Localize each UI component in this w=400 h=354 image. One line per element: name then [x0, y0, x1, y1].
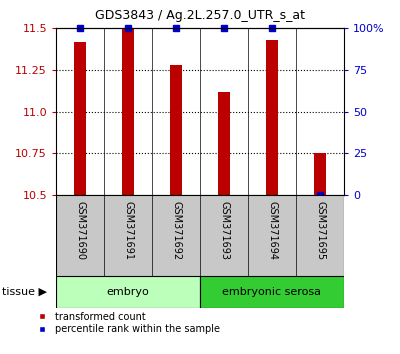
Text: tissue ▶: tissue ▶	[2, 287, 47, 297]
Text: GSM371693: GSM371693	[219, 201, 229, 260]
Text: GSM371691: GSM371691	[123, 201, 133, 260]
Bar	[218, 92, 230, 195]
Text: GDS3843 / Ag.2L.257.0_UTR_s_at: GDS3843 / Ag.2L.257.0_UTR_s_at	[95, 9, 305, 22]
Text: embryonic serosa: embryonic serosa	[222, 287, 322, 297]
Bar	[74, 42, 86, 195]
Bar	[314, 153, 326, 195]
Bar	[122, 28, 134, 195]
Text: GSM371694: GSM371694	[267, 201, 277, 260]
Bar	[200, 276, 344, 308]
Text: GSM371690: GSM371690	[75, 201, 85, 260]
Bar	[56, 276, 200, 308]
Text: GSM371692: GSM371692	[171, 201, 181, 260]
Legend: transformed count, percentile rank within the sample: transformed count, percentile rank withi…	[32, 312, 220, 335]
Text: embryo: embryo	[107, 287, 149, 297]
Text: GSM371695: GSM371695	[315, 201, 325, 260]
Bar	[266, 40, 278, 195]
Bar	[170, 65, 182, 195]
